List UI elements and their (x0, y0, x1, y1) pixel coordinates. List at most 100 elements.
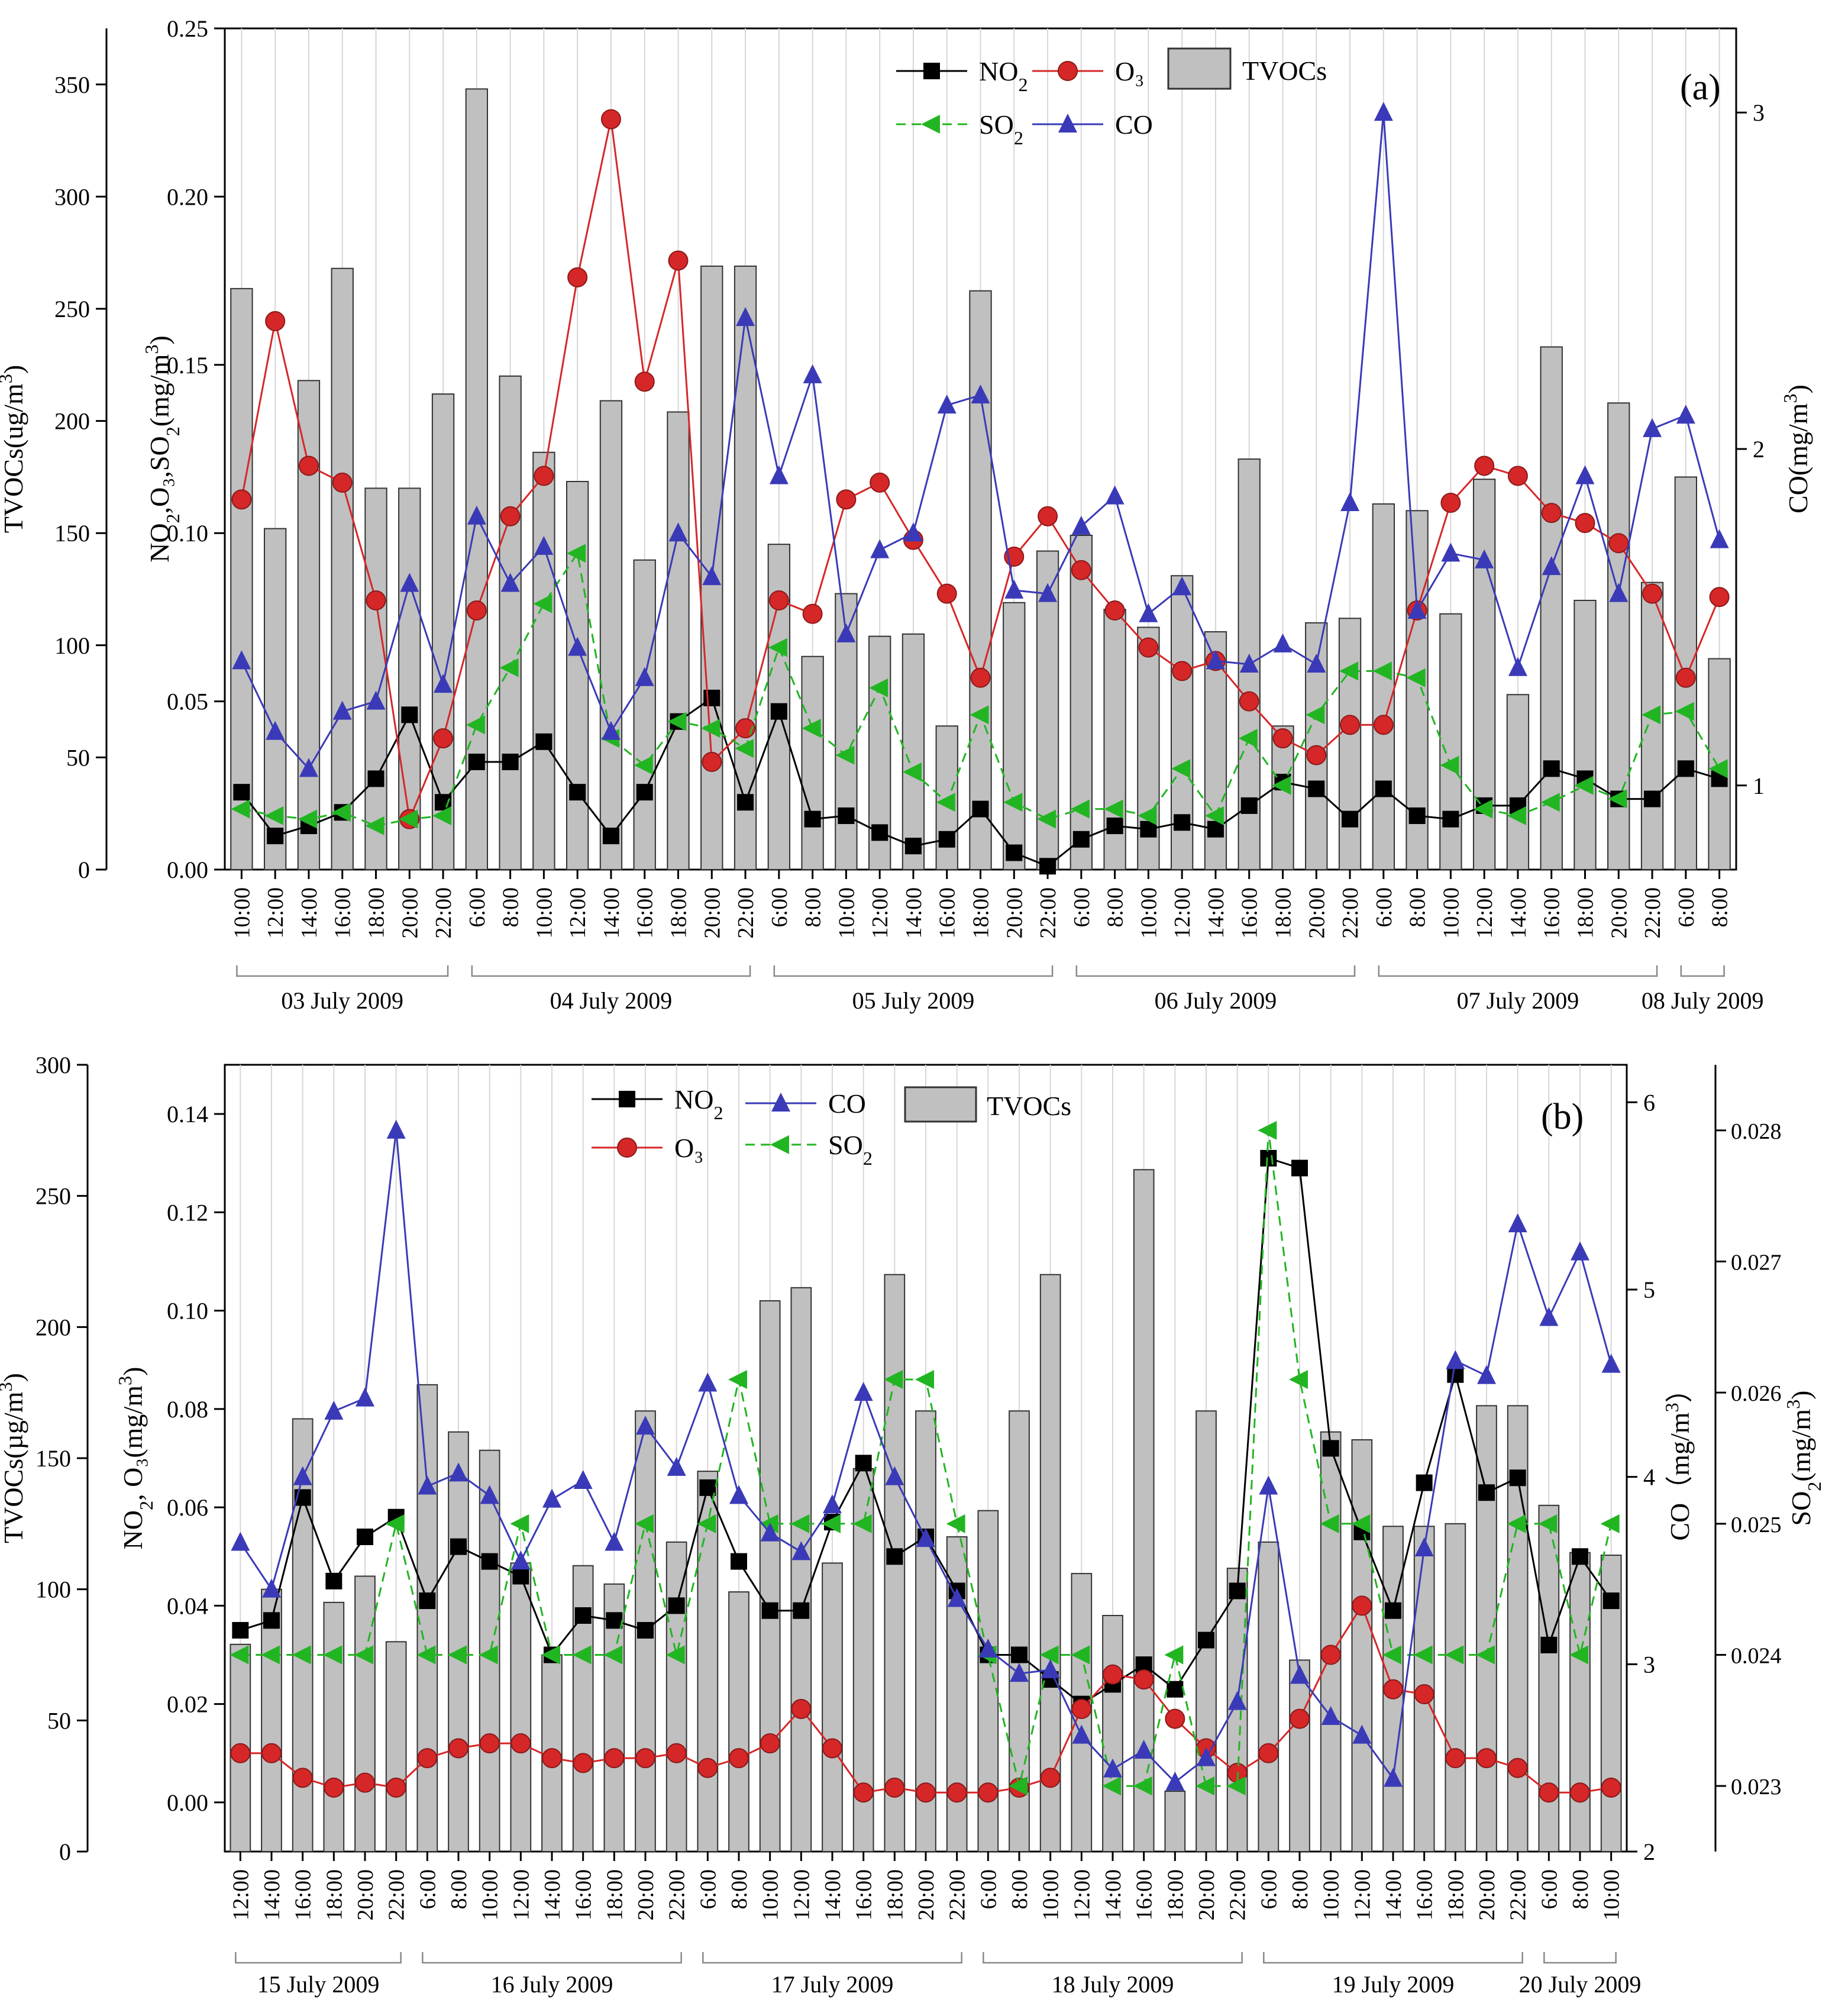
no2-point (904, 838, 922, 855)
co-point (729, 1485, 748, 1504)
no2-point (972, 800, 989, 818)
so2-point (735, 739, 754, 758)
x-tick-label: 14:00 (1381, 1869, 1406, 1921)
x-tick-label: 20:00 (914, 1869, 939, 1921)
x-tick-label: 20:00 (353, 1869, 378, 1921)
tvocs-tick-label: 50 (47, 1707, 71, 1734)
x-tick-label: 22:00 (665, 1869, 690, 1921)
tvocs-tick-label: 250 (35, 1183, 71, 1210)
tvocs-bar (416, 1384, 438, 1853)
tvocs-bar (667, 411, 690, 870)
so2-point (665, 1645, 685, 1665)
no2-point (606, 1612, 623, 1629)
co-legend-marker (771, 1093, 790, 1112)
so2-point (385, 1514, 405, 1533)
x-tick-label: 8:00 (1007, 1869, 1032, 1910)
o3-point (1440, 493, 1461, 513)
panel-a: 0 50 100 150 200 250 300 350 TVOCs(ug/m3) 0.00 0.0… (0, 15, 1813, 1014)
co-point (400, 573, 419, 592)
so2-point (1608, 789, 1627, 809)
no2-point (737, 794, 754, 811)
x-tick-label: 10:00 (1439, 887, 1463, 939)
o3-point (1675, 667, 1696, 688)
co-point (636, 1416, 655, 1435)
co-tick-label: 6 (1643, 1089, 1655, 1116)
x-tick-label: 10:00 (1600, 1869, 1624, 1921)
o3-point (668, 250, 689, 271)
so2-point (1320, 1514, 1339, 1533)
no2-point (367, 770, 385, 787)
so2-tick-label: 0.023 (1731, 1775, 1782, 1799)
tvocs-tick-label: 150 (54, 520, 90, 547)
so2-point (1258, 1120, 1277, 1140)
so2-point (1003, 793, 1023, 812)
x-tick-label: 12:00 (566, 887, 590, 939)
o3-point (1414, 1684, 1434, 1704)
o3-point (802, 603, 823, 624)
date-bracket (471, 965, 751, 977)
date-bracket (1263, 1952, 1523, 1964)
o3-point (1040, 1768, 1061, 1788)
co-point (366, 690, 386, 710)
o3-point (1138, 637, 1159, 658)
gas-tick-label: 0.20 (167, 183, 208, 210)
tvocs-bar (1338, 618, 1362, 871)
o3-point (573, 1753, 593, 1773)
no2-point (574, 1607, 592, 1624)
no2-point (1572, 1548, 1588, 1565)
co-point (1374, 102, 1393, 121)
tvocs-tick-label: 100 (54, 632, 90, 659)
x-tick-label: 18:00 (1163, 1869, 1188, 1921)
tvocs-legend-swatch (904, 1086, 977, 1123)
gas-tick-label: 0.05 (167, 689, 208, 715)
so2-point (1413, 1645, 1433, 1665)
so2-tick-label: 0.024 (1731, 1644, 1782, 1669)
so2-point (802, 719, 821, 738)
co-legend-marker (1058, 114, 1077, 133)
gas-tick-label: 0.10 (167, 520, 208, 547)
tvocs-bar (448, 1431, 469, 1853)
co-point (1414, 1537, 1434, 1556)
o3-point (1103, 1664, 1123, 1685)
so2-point (1289, 1370, 1308, 1389)
o3-point (666, 1743, 687, 1763)
o3-point (1038, 506, 1058, 526)
no2-point (357, 1529, 373, 1545)
co-point (601, 721, 621, 740)
no2-point (1174, 814, 1191, 831)
tvocs-bar (902, 633, 925, 870)
tvocs-bar (790, 1287, 812, 1852)
x-tick-label: 8:00 (727, 1869, 752, 1910)
so2-point (936, 793, 955, 812)
date-bracket (1378, 965, 1658, 977)
co-point (1575, 465, 1595, 484)
x-tick-label: 6:00 (696, 1869, 720, 1910)
co-point (1259, 1475, 1278, 1495)
o3-point (634, 371, 655, 392)
no2-point (1408, 807, 1426, 824)
so2-point (1507, 806, 1526, 825)
x-tick-label: 18:00 (969, 887, 994, 939)
tvocs-axis-label: TVOCs(µg/m3) (0, 1373, 28, 1543)
so2-point (869, 678, 888, 697)
x-tick-label: 20:00 (1304, 887, 1329, 939)
no2-legend-marker (923, 63, 940, 79)
o3-point (366, 590, 386, 610)
o3-legend-marker (617, 1138, 637, 1158)
so2-point (1382, 1645, 1401, 1665)
panel-b: 0 50 100 150 200 250 300 TVOCs(µg/m3) 0.00 0.02 0.… (0, 1052, 1825, 1998)
tvocs-legend-label: TVOCs (987, 1091, 1071, 1121)
co-point (937, 395, 957, 414)
tvocs-bar (465, 88, 489, 870)
tvocs-bar (1569, 1552, 1591, 1853)
x-tick-label: 12:00 (1170, 887, 1195, 939)
o3-point (1383, 1679, 1403, 1700)
tvocs-bar (499, 375, 522, 870)
co-point (1134, 1740, 1154, 1759)
o3-point (1476, 1748, 1497, 1769)
date-bracket (1075, 965, 1356, 977)
tvocs-bar (1351, 1439, 1373, 1852)
so2-point (1037, 809, 1056, 829)
co-point (803, 364, 822, 383)
tvocs-bar (230, 287, 253, 870)
